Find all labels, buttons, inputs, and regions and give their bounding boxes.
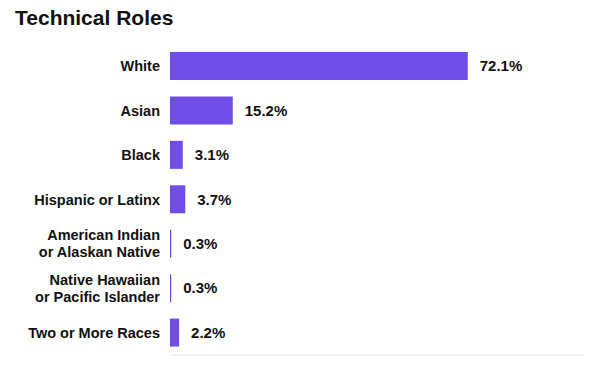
svg-text:2.2%: 2.2%: [191, 324, 225, 341]
html-text:Technical Roles: Technical Roles: [15, 6, 174, 29]
svg-text:Black: Black: [121, 147, 161, 163]
svg-text:0.3%: 0.3%: [183, 235, 217, 252]
svg-text:72.1%: 72.1%: [480, 57, 523, 74]
svg-text:White: White: [121, 58, 160, 74]
svg-text:0.3%: 0.3%: [183, 279, 217, 296]
svg-text:3.7%: 3.7%: [197, 191, 231, 208]
svg-text:American Indianor Alaskan Nati: American Indianor Alaskan Native: [39, 227, 160, 260]
svg-text:Two or More Races: Two or More Races: [28, 325, 160, 341]
svg-text:Asian: Asian: [121, 103, 161, 119]
svg-text:15.2%: 15.2%: [245, 102, 288, 119]
svg-text:3.1%: 3.1%: [195, 146, 229, 163]
svg-text:Hispanic or Latinx: Hispanic or Latinx: [34, 192, 160, 208]
svg-text:Native Hawaiianor Pacific Isla: Native Hawaiianor Pacific Islander: [35, 272, 160, 305]
